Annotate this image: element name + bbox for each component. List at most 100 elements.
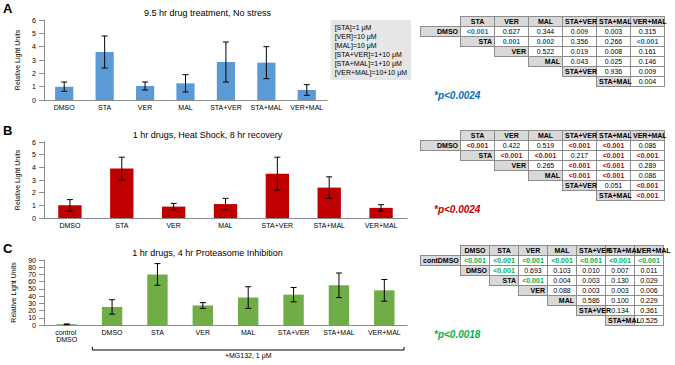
svg-text:1 hr drugs, Heat Shock, 8 hr r: 1 hr drugs, Heat Shock, 8 hr recovery	[133, 130, 283, 140]
svg-text:VER: VER	[196, 329, 210, 336]
html-text:0.001: 0.001	[502, 38, 521, 45]
svg-text:3: 3	[32, 57, 36, 64]
svg-text:DMSO: DMSO	[59, 222, 81, 229]
svg-text:50: 50	[28, 285, 36, 292]
svg-text:0: 0	[32, 97, 36, 104]
html-text:0.004: 0.004	[638, 78, 657, 85]
svg-text:1: 1	[32, 202, 36, 209]
svg-text:3: 3	[32, 177, 36, 184]
svg-text:STA: STA	[151, 329, 164, 336]
html-text:0.356: 0.356	[570, 38, 589, 45]
html-text:STA+VER: STA+VER	[565, 68, 597, 75]
html-text:MAL: MAL	[537, 18, 554, 25]
svg-text:[STA]=1 μM: [STA]=1 μM	[335, 24, 372, 32]
svg-text:6: 6	[32, 139, 36, 146]
svg-text:5: 5	[32, 30, 36, 37]
html-text:0.019: 0.019	[570, 48, 589, 55]
svg-text:C: C	[3, 241, 13, 256]
svg-text:60: 60	[28, 278, 36, 285]
html-text:STA: STA	[478, 38, 492, 45]
html-text:DMSO: DMSO	[437, 28, 458, 35]
svg-text:MAL: MAL	[178, 104, 193, 111]
html-text:0.146: 0.146	[638, 58, 657, 65]
html-text:*p<0.0018: *p<0.0018	[434, 329, 481, 340]
html-text:0.043: 0.043	[570, 58, 589, 65]
svg-text:10: 10	[28, 314, 36, 321]
svg-text:STA+MAL: STA+MAL	[313, 222, 345, 229]
html-text:VER: VER	[504, 18, 519, 25]
html-text:0.344: 0.344	[536, 28, 555, 35]
html-text:VER: VER	[504, 132, 519, 139]
svg-text:+MG132, 1 μM: +MG132, 1 μM	[225, 352, 272, 360]
html-text:STA+VER STA+MAL VER+MAL: STA+VER STA+MAL VER+MAL	[565, 18, 667, 25]
svg-text:0: 0	[32, 322, 36, 329]
svg-text:STA+VER: STA+VER	[262, 222, 294, 229]
html-text:0.009: 0.009	[638, 68, 657, 75]
svg-text:Relative Light Units: Relative Light Units	[14, 149, 22, 210]
svg-text:20: 20	[28, 307, 36, 314]
svg-text:STA+VER: STA+VER	[210, 104, 242, 111]
svg-text:B: B	[3, 123, 12, 138]
svg-text:DMSO: DMSO	[102, 329, 124, 336]
html-text:0.161: 0.161	[638, 48, 657, 55]
svg-text:4: 4	[32, 43, 36, 50]
svg-text:VER+MAL: VER+MAL	[290, 104, 323, 111]
svg-text:A: A	[3, 1, 13, 16]
html-text:0.266: 0.266	[604, 38, 623, 45]
svg-text:VER+MAL: VER+MAL	[368, 329, 401, 336]
html-text:*p<0.0024: *p<0.0024	[434, 90, 481, 101]
html-text:MAL: MAL	[537, 132, 554, 139]
svg-text:DMSO: DMSO	[56, 336, 78, 343]
svg-text:4: 4	[32, 164, 36, 171]
svg-text:9.5 hr drug treatment, No stre: 9.5 hr drug treatment, No stress	[144, 8, 272, 18]
html-text:VER: VER	[511, 48, 526, 55]
svg-text:40: 40	[28, 293, 36, 300]
svg-text:30: 30	[28, 300, 36, 307]
svg-text:80: 80	[28, 264, 36, 271]
svg-text:[VER+MAL]=10+10 μM: [VER+MAL]=10+10 μM	[335, 69, 407, 77]
svg-text:70: 70	[28, 271, 36, 278]
svg-text:VER+MAL: VER+MAL	[365, 222, 398, 229]
html-text:0.025: 0.025	[604, 58, 623, 65]
svg-text:DMSO: DMSO	[54, 104, 76, 111]
svg-text:[VER]=10 μM: [VER]=10 μM	[335, 33, 377, 41]
html-text:0.009: 0.009	[570, 28, 589, 35]
html-text:0.008: 0.008	[604, 48, 623, 55]
svg-text:5: 5	[32, 151, 36, 158]
html-text:STA: STA	[470, 18, 485, 25]
svg-text:MAL: MAL	[241, 329, 256, 336]
svg-text:STA+MAL: STA+MAL	[323, 329, 355, 336]
html-text:*p<0.0024: *p<0.0024	[434, 204, 481, 215]
svg-text:[MAL]=10 μM: [MAL]=10 μM	[335, 42, 377, 50]
html-text:STA: STA	[470, 132, 485, 139]
svg-text:6: 6	[32, 17, 36, 24]
svg-text:MAL: MAL	[218, 222, 233, 229]
svg-text:1: 1	[32, 83, 36, 90]
html-text:STA+MAL: STA+MAL	[599, 78, 632, 85]
html-text:<0.001: <0.001	[466, 28, 489, 35]
html-text:0.627: 0.627	[502, 28, 521, 35]
svg-text:0: 0	[32, 215, 36, 222]
svg-text:Relative Light Units: Relative Light Units	[14, 29, 22, 90]
svg-text:[STA+VER]=1+10 μM: [STA+VER]=1+10 μM	[335, 51, 402, 59]
svg-text:STA+MAL: STA+MAL	[251, 104, 283, 111]
svg-text:VER: VER	[166, 222, 180, 229]
svg-text:STA: STA	[98, 104, 111, 111]
html-text:0.003: 0.003	[604, 28, 623, 35]
svg-text:2: 2	[32, 189, 36, 196]
svg-text:[STA+MAL]=1+10 μM: [STA+MAL]=1+10 μM	[335, 60, 402, 68]
html-text:0.315: 0.315	[638, 28, 657, 35]
html-text:<0.001: <0.001	[636, 38, 659, 45]
html-text:0.936: 0.936	[604, 68, 623, 75]
svg-text:STA: STA	[115, 222, 128, 229]
svg-text:1 hr drugs, 4 hr Proteasome In: 1 hr drugs, 4 hr Proteasome Inhibition	[132, 248, 283, 258]
html-text:0.002: 0.002	[536, 38, 555, 45]
html-text:MAL: MAL	[544, 58, 560, 65]
html-text:0.522: 0.522	[536, 48, 555, 55]
svg-text:VER: VER	[138, 104, 152, 111]
svg-text:2: 2	[32, 70, 36, 77]
svg-text:90: 90	[28, 257, 36, 264]
svg-text:STA+VER: STA+VER	[278, 329, 310, 336]
svg-text:control: control	[55, 329, 78, 336]
svg-text:Relative Light Units: Relative Light Units	[10, 262, 18, 323]
